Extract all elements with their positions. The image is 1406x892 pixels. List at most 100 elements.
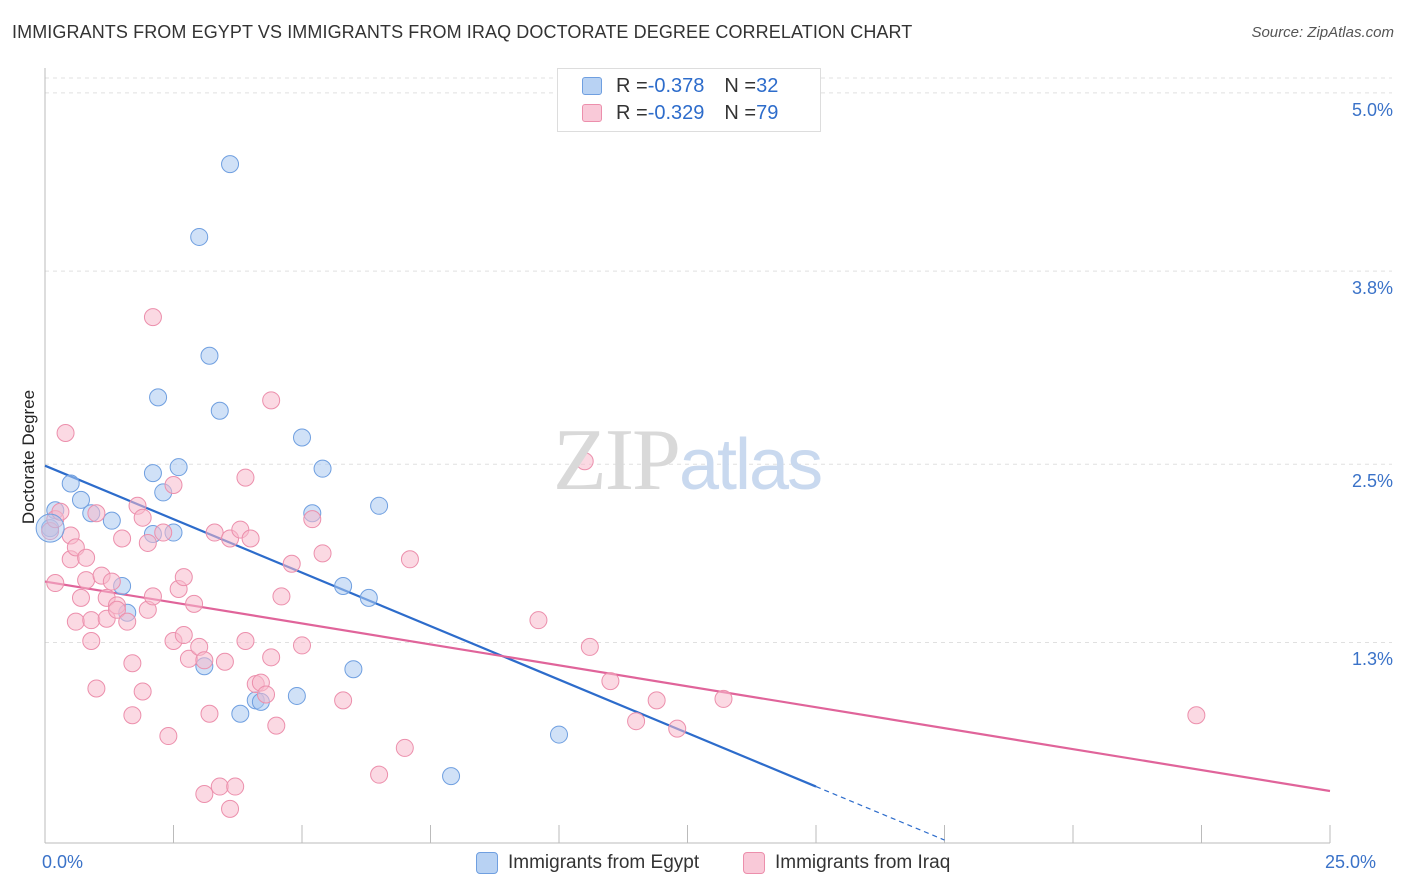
egypt-point — [61, 474, 80, 493]
egypt-trend-line — [44, 464, 817, 788]
egypt-trend-extension — [815, 785, 945, 841]
bottom-legend-label: Immigrants from Egypt — [508, 852, 700, 873]
iraq-point — [82, 631, 101, 650]
bottom-legend-egypt[interactable]: Immigrants from Egypt — [476, 852, 699, 874]
legend-swatch-iraq — [582, 104, 602, 122]
iraq-point — [138, 533, 157, 552]
iraq-point — [82, 611, 101, 630]
iraq-point — [236, 468, 255, 487]
iraq-point — [185, 594, 204, 613]
iraq-point — [77, 548, 96, 567]
chart-title: IMMIGRANTS FROM EGYPT VS IMMIGRANTS FROM… — [12, 22, 913, 42]
egypt-point — [102, 511, 121, 530]
egypt-point — [287, 686, 306, 705]
iraq-point — [87, 679, 106, 698]
egypt-point — [143, 464, 162, 483]
legend-r-value: -0.378 — [647, 74, 705, 97]
iraq-point — [164, 476, 183, 495]
x-tick-label-max: 25.0% — [1325, 852, 1377, 872]
iraq-point — [56, 424, 75, 443]
iraq-point — [580, 637, 599, 656]
iraq-point — [143, 587, 162, 606]
iraq-point — [210, 777, 229, 796]
watermark: ZIPatlas — [553, 408, 823, 511]
iraq-point — [668, 719, 687, 738]
iraq-point — [221, 799, 240, 818]
y-tick-label: 1.3% — [1351, 649, 1393, 670]
iraq-point — [236, 631, 255, 650]
egypt-point — [221, 155, 240, 174]
y-tick-label: 2.5% — [1351, 471, 1393, 492]
iraq-point — [627, 712, 646, 731]
iraq-point — [400, 550, 419, 569]
iraq-point — [159, 727, 178, 746]
trend-lines — [44, 464, 1331, 841]
egypt-point — [210, 401, 229, 420]
egypt-point — [370, 496, 389, 515]
egypt-point — [293, 428, 311, 447]
iraq-point — [262, 648, 281, 667]
iraq-point — [257, 685, 276, 704]
legend-r-value: -0.329 — [647, 101, 705, 124]
iraq-point — [282, 554, 301, 573]
egypt-point — [71, 490, 90, 509]
y-axis-label: Doctorate Degree — [19, 389, 38, 525]
iraq-point — [370, 765, 389, 784]
bottom-legend-label: Immigrants from Iraq — [775, 852, 951, 873]
watermark-zip: ZIP — [553, 412, 681, 509]
egypt-point — [231, 704, 250, 723]
iraq-point — [575, 452, 594, 471]
iraq-point — [51, 502, 70, 521]
iraq-point — [1187, 706, 1206, 725]
iraq-point — [714, 689, 733, 708]
iraq-point — [102, 572, 121, 591]
iraq-point — [66, 612, 85, 631]
egypt-point-cluster — [35, 513, 65, 543]
axes — [44, 68, 1331, 844]
legend-n-value: 79 — [756, 101, 779, 124]
iraq-point — [123, 654, 142, 673]
y-tick-label: 5.0% — [1351, 99, 1393, 120]
iraq-point — [267, 716, 286, 735]
iraq-point — [77, 571, 96, 590]
iraq-point — [601, 672, 620, 691]
x-tick-label-min: 0.0% — [42, 852, 84, 872]
iraq-point — [529, 611, 548, 630]
watermark-atlas: atlas — [679, 425, 823, 505]
iraq-point — [334, 691, 353, 710]
iraq-point — [293, 636, 311, 655]
bottom-legend-iraq[interactable]: Immigrants from Iraq — [743, 852, 950, 874]
iraq-point — [272, 587, 291, 606]
iraq-point — [241, 529, 260, 548]
legend-n-label: N = — [724, 101, 757, 124]
legend-row-iraq: R = -0.329 N = 79 — [582, 101, 778, 125]
egypt-point — [190, 227, 209, 246]
stats-legend: R = -0.378 N = 32 R = -0.329 N = 79 — [557, 68, 821, 132]
iraq-point — [195, 651, 214, 670]
iraq-point — [647, 691, 666, 710]
egypt-point — [442, 767, 461, 786]
legend-r-label: R = — [616, 74, 648, 97]
source-label: Source: ZipAtlas.com — [1251, 24, 1394, 41]
iraq-point — [200, 704, 219, 723]
iraq-point — [46, 574, 65, 593]
bottom-legend-swatch-iraq — [743, 852, 765, 874]
egypt-point — [169, 458, 188, 477]
egypt-point — [550, 725, 568, 744]
egypt-point — [359, 588, 378, 607]
egypt-point — [344, 660, 363, 679]
legend-r-label: R = — [616, 101, 648, 124]
iraq-point — [133, 682, 152, 701]
iraq-point — [123, 706, 142, 725]
iraq-point — [118, 612, 137, 631]
iraq-point — [215, 652, 234, 671]
iraq-point — [174, 568, 193, 587]
iraq-point — [226, 777, 245, 796]
iraq-point — [303, 510, 322, 529]
iraq-point — [133, 508, 152, 527]
iraq-point — [262, 391, 281, 410]
grid-lines — [45, 77, 1392, 643]
y-tick-label: 3.8% — [1351, 278, 1393, 299]
iraq-point — [71, 588, 90, 607]
